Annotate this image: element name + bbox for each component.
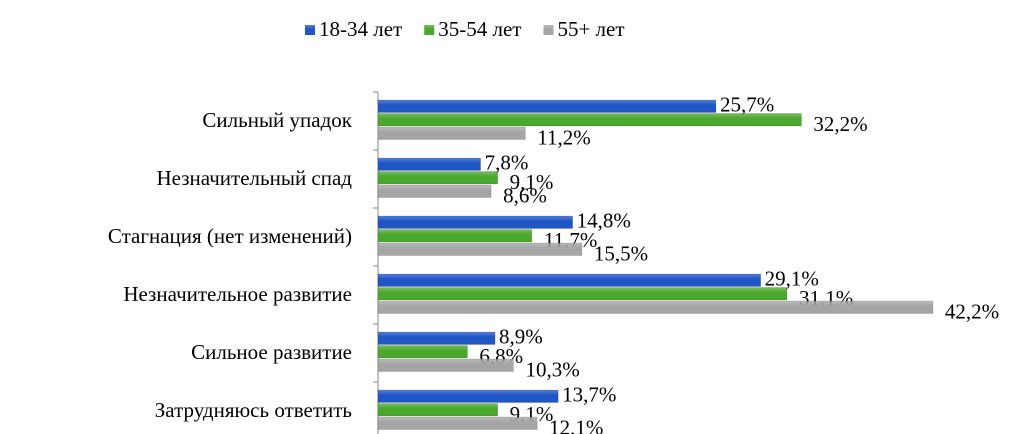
data-label: 8,6%: [503, 184, 547, 208]
legend-label: 35-54 лет: [438, 17, 521, 41]
data-label: 11,2%: [537, 126, 590, 150]
data-label: 15,5%: [594, 242, 648, 266]
bar: [377, 242, 583, 256]
bar: [377, 403, 498, 417]
data-label: 32,2%: [813, 112, 867, 136]
y-tick-label: Сильный упадок: [202, 108, 352, 132]
legend-swatch: [543, 25, 554, 35]
bar: [377, 215, 573, 229]
bar: [377, 287, 788, 301]
data-label: 29,1%: [765, 267, 819, 291]
bar: [377, 345, 468, 359]
bar: [377, 273, 761, 287]
data-label: 8,9%: [499, 325, 543, 349]
bar: [377, 171, 498, 185]
bar: [377, 99, 717, 113]
bar: [377, 416, 538, 430]
y-tick-label: Затрудняюсь ответить: [155, 398, 352, 422]
data-label: 10,3%: [525, 358, 579, 382]
bar: [377, 300, 934, 314]
bar: [377, 358, 514, 372]
y-tick-label: Незначительное развитие: [123, 282, 352, 306]
bar: [377, 113, 802, 127]
bar: [377, 184, 492, 198]
legend-swatch: [424, 25, 435, 35]
legend-label: 18-34 лет: [319, 17, 402, 41]
data-label: 12,1%: [549, 416, 603, 434]
bar: [377, 389, 559, 403]
legend-swatch: [305, 25, 315, 35]
data-label: 25,7%: [720, 93, 774, 117]
data-label: 13,7%: [562, 383, 616, 407]
data-label: 7,8%: [485, 151, 529, 175]
y-tick-label: Стагнация (нет изменений): [108, 224, 352, 248]
bar: [377, 229, 533, 243]
data-label: 42,2%: [945, 300, 999, 324]
bar: [377, 331, 496, 345]
data-label: 14,8%: [577, 209, 631, 233]
legend-label: 55+ лет: [557, 17, 624, 41]
bar: [377, 157, 481, 171]
bar: [377, 126, 526, 140]
data-label: 9,1%: [510, 170, 554, 194]
y-tick-label: Незначительный спад: [156, 166, 352, 190]
y-tick-label: Сильное развитие: [191, 340, 352, 364]
